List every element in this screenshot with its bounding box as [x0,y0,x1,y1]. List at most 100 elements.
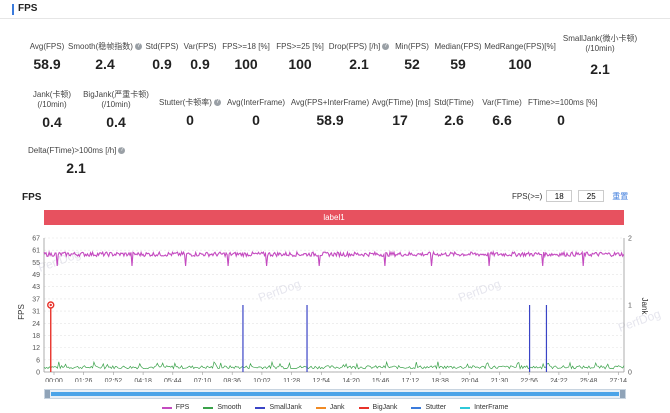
fps-threshold-control: FPS(>=) 重置 [512,190,628,202]
metric-value: 100 [508,56,532,72]
legend-item-fps[interactable]: FPS [161,402,190,413]
x-tick-label: 08:36 [223,378,241,382]
y-tick-label: 24 [32,321,40,328]
metric-value: 0.4 [106,114,126,130]
x-tick-label: 10:02 [253,378,271,382]
metric-std-fps: Std(FPS) 0.9 [142,42,182,72]
scrollbar-right-handle[interactable] [620,390,625,398]
chart-title: FPS [22,192,42,203]
metric-avg-fps-interframe: Avg(FPS+InterFrame) 58.9 [290,98,370,128]
y-tick-label: 31 [32,309,40,316]
metric-std-ftime: Std(FTime) 2.6 [432,98,476,128]
metric-value: 100 [288,56,312,72]
metric-label: Std(FPS) [145,42,179,51]
legend-swatch [411,406,422,409]
metric-bigjank: BigJank(严重卡顿) (/10min) 0.4 [80,90,152,130]
metric-label: Avg(FPS+InterFrame) [290,98,370,107]
y-tick-label: 0 [36,370,40,377]
y2-tick-label: 1 [628,303,632,310]
series-smooth-line [43,360,625,370]
reset-button[interactable]: 重置 [612,191,629,201]
metric-avg-interframe: Avg(InterFrame) 0 [226,98,286,128]
metric-value: 17 [392,112,408,128]
legend-label: Smooth [217,404,242,411]
metric-label-unit: (/10min) [101,100,131,109]
metric-label: Std(FTime) [434,98,474,107]
x-tick-label: 22:56 [520,378,538,382]
y2-tick-label: 2 [628,236,632,243]
metric-label: Jank(卡顿) [32,90,72,99]
metric-label: FPS>=18 [%] [222,42,270,51]
metric-label: Avg(InterFrame) [226,98,286,107]
help-icon[interactable]: ? [134,43,142,51]
legend-item-smalljank[interactable]: SmallJank [255,402,302,413]
help-icon[interactable]: ? [382,43,390,51]
legend-swatch [460,406,471,409]
help-icon[interactable]: ? [213,99,221,107]
series-fps-line [43,250,625,267]
watermark-text: PerfDog [36,247,82,275]
metric-value: 0.9 [152,56,172,72]
metric-value: 2.1 [590,61,610,77]
metric-drop-fps: Drop(FPS) [/h]? 2.1 [328,42,390,72]
timeline-scrollbar[interactable] [44,389,626,399]
metric-smalljank: SmallJank(微小卡顿) (/10min) 2.1 [558,34,642,77]
y-tick-label: 67 [32,236,40,243]
bigjank-marker-dot [49,303,52,307]
metric-median-fps: Median(FPS) 59 [434,42,482,72]
fps-threshold-a-input[interactable] [546,190,573,202]
legend-item-stutter[interactable]: Stutter [411,402,446,413]
metric-value: 100 [234,56,258,72]
metric-label: BigJank(严重卡顿) [83,90,149,99]
x-tick-label: 18:38 [431,378,449,382]
metric-label: Var(FPS) [183,42,217,51]
metric-avg-fps: Avg(FPS) 58.9 [22,42,72,72]
page-title: FPS [18,3,38,14]
scrollbar-range[interactable] [51,392,619,396]
x-tick-label: 14:20 [342,378,360,382]
metric-value: 0 [252,112,260,128]
fps-threshold-b-input[interactable] [578,190,605,202]
legend-swatch [161,406,172,409]
y-tick-label: 61 [32,248,40,255]
metric-label: SmallJank(微小卡顿) [562,34,638,43]
legend-label: FPS [175,404,190,411]
legend-swatch [358,406,369,409]
x-tick-label: 00:00 [45,378,63,382]
fps-threshold-label: FPS(>=) [512,191,543,201]
x-tick-label: 15:46 [372,378,390,382]
y-tick-label: 43 [32,284,40,291]
header-bar: FPS [0,0,670,19]
metric-ftime-100ms: FTime>=100ms [%] 0 [528,98,598,128]
x-tick-label: 01:26 [75,378,93,382]
legend-item-bigjank[interactable]: BigJank [358,402,397,413]
metric-label: MedRange(FPS)[%] [484,42,556,51]
x-tick-label: 21:30 [491,378,509,382]
metric-value: 0.9 [190,56,210,72]
x-tick-label: 11:28 [283,378,300,382]
metric-label: Stutter(卡顿率) [159,98,212,107]
help-icon[interactable]: ? [118,147,126,155]
label-bar[interactable]: label1 [44,210,624,225]
legend-label: InterFrame [474,404,509,411]
y-tick-label: 6 [36,357,40,364]
scrollbar-left-handle[interactable] [45,390,50,398]
metric-value: 59 [450,56,466,72]
x-tick-label: 17:12 [402,378,420,382]
metric-value: 2.4 [95,56,115,72]
metric-delta-ftime: Delta(FTime)>100ms [/h]? 2.1 [28,146,126,176]
metric-label: Min(FPS) [395,42,429,51]
metric-value: 0 [557,112,565,128]
metric-value: 0.4 [42,114,62,130]
metric-value: 2.1 [66,160,86,176]
metric-var-ftime: Var(FTime) 6.6 [480,98,524,128]
legend-item-smooth[interactable]: Smooth [203,402,241,413]
metric-label: FPS>=25 [%] [276,42,324,51]
x-tick-label: 04:18 [134,378,152,382]
legend-item-interframe[interactable]: InterFrame [460,402,508,413]
legend-swatch [203,406,214,409]
metric-avg-ftime: Avg(FTime) [ms] 17 [372,98,431,128]
y-tick-label: 37 [32,296,40,303]
legend-item-jank[interactable]: Jank [315,402,345,413]
